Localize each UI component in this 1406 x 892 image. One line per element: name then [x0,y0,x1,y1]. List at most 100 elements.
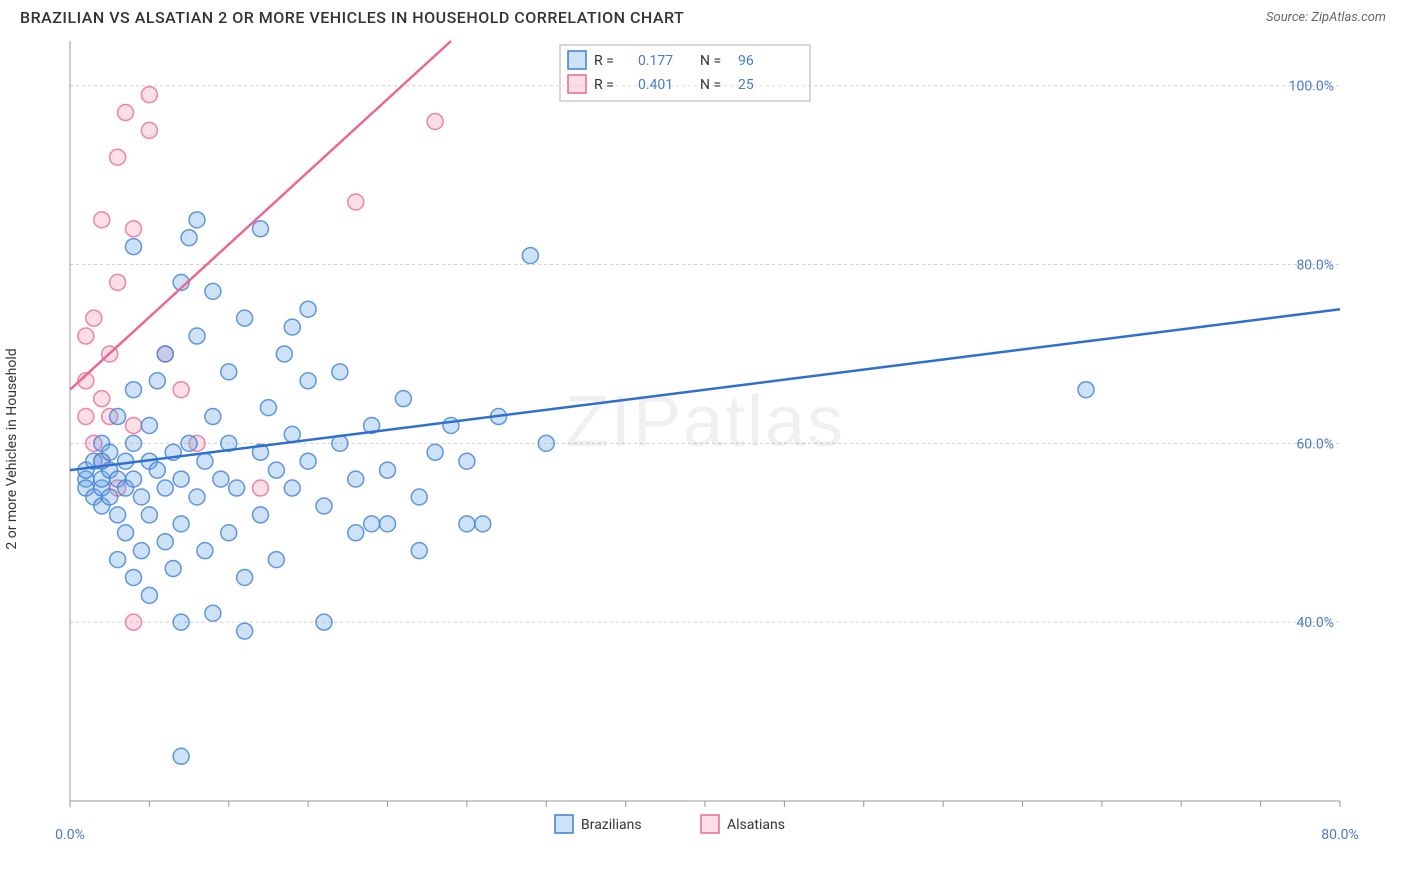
data-point [380,516,396,532]
data-point [165,561,181,577]
data-point [197,543,213,559]
svg-text:N =: N = [700,77,721,93]
data-point [205,605,221,621]
data-point [348,194,364,210]
data-point [380,462,396,478]
data-point [205,409,221,425]
data-point [237,310,253,326]
data-point [149,462,165,478]
y-tick-label: 60.0% [1296,436,1334,452]
data-point [348,471,364,487]
y-tick-label: 100.0% [1289,79,1334,95]
svg-text:R =: R = [594,77,614,93]
svg-text:R =: R = [594,53,614,69]
series-legend: Brazilians Alsatians [555,815,785,833]
data-point [126,435,142,451]
svg-text:96: 96 [738,53,754,69]
data-point [141,417,157,433]
data-point [284,480,300,496]
data-point [276,346,292,362]
data-point [213,471,229,487]
data-point [157,534,173,550]
data-point [110,274,126,290]
data-point [221,364,237,380]
svg-text:0.177: 0.177 [638,53,673,69]
trend-line [70,41,451,390]
data-point [173,516,189,532]
data-point [102,444,118,460]
chart-header: BRAZILIAN VS ALSATIAN 2 OR MORE VEHICLES… [0,0,1406,31]
data-point [126,614,142,630]
data-point [268,462,284,478]
data-point [118,525,134,541]
data-point [110,149,126,165]
data-point [348,525,364,541]
data-point [173,382,189,398]
data-point [126,382,142,398]
data-point [181,230,197,246]
data-point [253,480,269,496]
data-point [173,614,189,630]
data-point [475,516,491,532]
data-point [126,239,142,255]
data-point [126,471,142,487]
data-point [260,400,276,416]
chart-area: 2 or more Vehicles in Household ZIPatlas… [20,31,1386,851]
data-point [94,212,110,228]
svg-text:ZIPatlas: ZIPatlas [565,382,845,462]
data-point [459,453,475,469]
data-point [189,212,205,228]
data-point [149,373,165,389]
data-point [237,623,253,639]
data-point [427,113,443,129]
data-point [189,489,205,505]
data-point [237,569,253,585]
data-point [316,498,332,514]
svg-text:25: 25 [738,77,754,93]
data-point [110,409,126,425]
chart-title: BRAZILIAN VS ALSATIAN 2 OR MORE VEHICLES… [20,8,684,27]
x-tick-label: 80.0% [1321,827,1359,843]
svg-text:Alsatians: Alsatians [727,817,785,833]
y-tick-label: 80.0% [1296,258,1334,274]
data-point [197,453,213,469]
data-point [86,310,102,326]
y-tick-label: 40.0% [1296,615,1334,631]
data-point [221,525,237,541]
data-point [126,221,142,237]
data-point [110,552,126,568]
data-point [459,516,475,532]
data-point [173,748,189,764]
data-point [427,444,443,460]
data-point [300,301,316,317]
data-point [253,507,269,523]
x-tick-label: 0.0% [55,827,85,843]
data-point [538,435,554,451]
svg-text:Brazilians: Brazilians [581,817,642,833]
data-point [133,489,149,505]
y-axis-label: 2 or more Vehicles in Household [4,348,20,549]
data-point [141,587,157,603]
data-point [332,364,348,380]
data-point [173,471,189,487]
data-point [229,480,245,496]
data-point [141,122,157,138]
data-point [522,248,538,264]
data-point [118,105,134,121]
svg-text:N =: N = [700,53,721,69]
data-point [364,516,380,532]
svg-text:0.401: 0.401 [638,77,673,93]
data-point [133,543,149,559]
data-point [126,417,142,433]
data-point [411,543,427,559]
correlation-legend: R = 0.177 N = 96 R = 0.401 N = 25 [560,45,810,101]
chart-source: Source: ZipAtlas.com [1266,10,1386,25]
data-point [102,489,118,505]
data-point [78,409,94,425]
data-point [1078,382,1094,398]
data-point [141,507,157,523]
data-point [94,391,110,407]
data-point [205,283,221,299]
data-point [157,480,173,496]
data-point [126,569,142,585]
